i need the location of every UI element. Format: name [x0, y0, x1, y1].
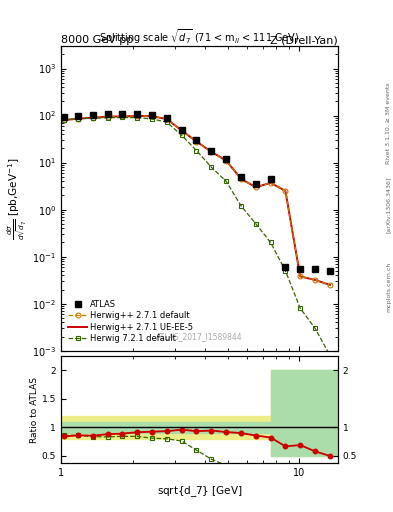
Herwig++ 2.7.1 UE-EE-5 — [120, 113, 125, 119]
Herwig 7.2.1 default — [239, 203, 243, 209]
Herwig++ 2.7.1 default — [224, 158, 229, 164]
Line: Herwig++ 2.7.1 default: Herwig++ 2.7.1 default — [62, 114, 332, 287]
Herwig++ 2.7.1 UE-EE-5 — [239, 176, 243, 182]
Herwig++ 2.7.1 UE-EE-5 — [105, 114, 110, 120]
ATLAS — [120, 111, 125, 117]
Herwig++ 2.7.1 default — [179, 127, 184, 134]
Herwig 7.2.1 default — [150, 116, 154, 122]
X-axis label: $\mathrm{sqrt\{d\_7\}}$ [GeV]: $\mathrm{sqrt\{d\_7\}}$ [GeV] — [157, 484, 242, 499]
ATLAS — [239, 174, 243, 180]
Herwig++ 2.7.1 UE-EE-5 — [268, 180, 273, 186]
Herwig 7.2.1 default — [253, 221, 258, 227]
Title: Splitting scale $\sqrt{d_7}$ (71 < m$_{ll}$ < 111 GeV): Splitting scale $\sqrt{d_7}$ (71 < m$_{l… — [99, 27, 300, 46]
Line: Herwig++ 2.7.1 UE-EE-5: Herwig++ 2.7.1 UE-EE-5 — [64, 116, 330, 285]
Herwig++ 2.7.1 UE-EE-5 — [150, 113, 154, 119]
Text: Rivet 3.1.10, ≥ 3M events: Rivet 3.1.10, ≥ 3M events — [386, 82, 391, 164]
Herwig 7.2.1 default — [76, 116, 81, 122]
Herwig 7.2.1 default — [62, 117, 66, 123]
Herwig++ 2.7.1 UE-EE-5 — [90, 115, 95, 121]
Herwig 7.2.1 default — [224, 178, 229, 184]
Herwig++ 2.7.1 UE-EE-5 — [62, 117, 66, 123]
Herwig 7.2.1 default — [209, 164, 214, 170]
ATLAS — [313, 266, 318, 272]
Herwig++ 2.7.1 default — [298, 273, 303, 280]
Herwig++ 2.7.1 default — [313, 277, 318, 283]
Herwig++ 2.7.1 UE-EE-5 — [135, 113, 140, 119]
Herwig 7.2.1 default — [283, 268, 288, 274]
Herwig++ 2.7.1 default — [194, 138, 199, 144]
Herwig 7.2.1 default — [179, 132, 184, 138]
ATLAS — [150, 112, 154, 118]
Herwig++ 2.7.1 default — [90, 115, 95, 121]
Legend: ATLAS, Herwig++ 2.7.1 default, Herwig++ 2.7.1 UE-EE-5, Herwig 7.2.1 default: ATLAS, Herwig++ 2.7.1 default, Herwig++ … — [65, 296, 196, 347]
Herwig++ 2.7.1 default — [62, 117, 66, 123]
Herwig++ 2.7.1 default — [283, 188, 288, 194]
Herwig++ 2.7.1 UE-EE-5 — [209, 148, 214, 155]
Herwig 7.2.1 default — [327, 352, 332, 358]
ATLAS — [283, 264, 288, 270]
Herwig 7.2.1 default — [105, 115, 110, 121]
Herwig++ 2.7.1 default — [209, 148, 214, 155]
Herwig++ 2.7.1 default — [165, 116, 169, 122]
Text: [arXiv:1306.3436]: [arXiv:1306.3436] — [386, 177, 391, 233]
Herwig 7.2.1 default — [90, 115, 95, 121]
Herwig++ 2.7.1 UE-EE-5 — [313, 277, 318, 283]
ATLAS — [253, 181, 258, 187]
ATLAS — [165, 115, 169, 121]
Herwig 7.2.1 default — [165, 119, 169, 125]
ATLAS — [62, 114, 66, 120]
ATLAS — [76, 113, 81, 119]
Text: mcplots.cern.ch: mcplots.cern.ch — [386, 262, 391, 312]
Text: 8000 GeV pp: 8000 GeV pp — [61, 35, 133, 45]
ATLAS — [224, 156, 229, 162]
Herwig++ 2.7.1 UE-EE-5 — [76, 116, 81, 122]
Herwig++ 2.7.1 default — [327, 282, 332, 288]
ATLAS — [298, 266, 303, 272]
Herwig++ 2.7.1 UE-EE-5 — [327, 282, 332, 288]
Herwig++ 2.7.1 default — [239, 176, 243, 182]
ATLAS — [135, 111, 140, 117]
ATLAS — [268, 176, 273, 182]
ATLAS — [90, 112, 95, 118]
Herwig++ 2.7.1 UE-EE-5 — [283, 188, 288, 194]
ATLAS — [179, 126, 184, 133]
Herwig++ 2.7.1 default — [105, 114, 110, 120]
Herwig++ 2.7.1 default — [268, 180, 273, 186]
Text: Z (Drell-Yan): Z (Drell-Yan) — [270, 35, 338, 45]
Herwig++ 2.7.1 UE-EE-5 — [298, 273, 303, 280]
Herwig++ 2.7.1 UE-EE-5 — [253, 184, 258, 190]
Herwig++ 2.7.1 UE-EE-5 — [179, 127, 184, 134]
ATLAS — [327, 268, 332, 274]
Herwig++ 2.7.1 default — [253, 184, 258, 190]
Line: Herwig 7.2.1 default: Herwig 7.2.1 default — [62, 115, 332, 358]
Herwig++ 2.7.1 UE-EE-5 — [194, 138, 199, 144]
Herwig 7.2.1 default — [120, 114, 125, 120]
Herwig++ 2.7.1 default — [135, 113, 140, 119]
ATLAS — [105, 111, 110, 117]
Herwig 7.2.1 default — [135, 115, 140, 121]
Line: ATLAS: ATLAS — [61, 111, 332, 273]
Herwig 7.2.1 default — [194, 147, 199, 154]
Herwig++ 2.7.1 UE-EE-5 — [224, 158, 229, 164]
Herwig 7.2.1 default — [313, 325, 318, 331]
Herwig++ 2.7.1 UE-EE-5 — [165, 116, 169, 122]
Y-axis label: Ratio to ATLAS: Ratio to ATLAS — [30, 377, 39, 442]
ATLAS — [209, 147, 214, 154]
Y-axis label: $\frac{d\sigma}{d\sqrt{d_7}}$ [pb,GeV$^{-1}$]: $\frac{d\sigma}{d\sqrt{d_7}}$ [pb,GeV$^{… — [6, 157, 29, 240]
Herwig++ 2.7.1 default — [120, 113, 125, 119]
ATLAS — [194, 137, 199, 143]
Herwig++ 2.7.1 default — [76, 116, 81, 122]
Herwig++ 2.7.1 default — [150, 113, 154, 119]
Herwig 7.2.1 default — [298, 305, 303, 311]
Herwig 7.2.1 default — [268, 240, 273, 246]
Text: ATLAS_2017_I1589844: ATLAS_2017_I1589844 — [156, 333, 243, 342]
